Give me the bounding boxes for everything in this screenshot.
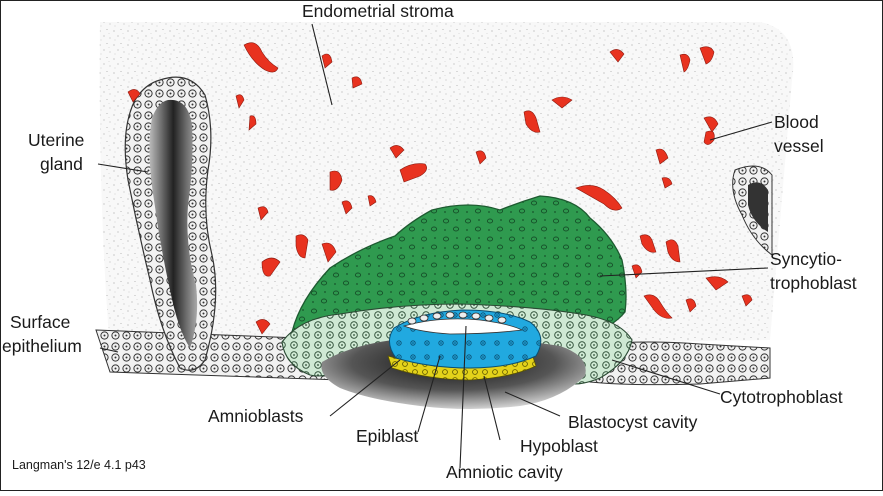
citation: Langman's 12/e 4.1 p43 [12,458,146,472]
label-blastocyst-cavity: Blastocyst cavity [568,412,698,432]
label-amnioblasts: Amnioblasts [208,406,304,426]
label-endometrial-stroma: Endometrial stroma [302,1,454,21]
label-uterine-gland-2: gland [40,154,83,174]
label-surface-epithelium-1: Surface [10,312,70,332]
label-blood-vessel-1: Blood [774,112,819,132]
leader-lines [97,23,773,469]
label-syncytiotrophoblast-1: Syncytio- [770,249,842,269]
blood-vessels [127,42,753,335]
label-surface-epithelium-2: epithelium [2,336,82,356]
label-epiblast: Epiblast [356,426,418,446]
uterine-gland-right [732,165,773,257]
label-cytotrophoblast: Cytotrophoblast [720,387,843,407]
label-hypoblast: Hypoblast [520,436,598,456]
uterine-gland [124,76,217,371]
label-amniotic-cavity: Amniotic cavity [446,462,563,482]
amniotic-cavity [402,318,524,335]
label-blood-vessel-2: vessel [774,136,824,156]
label-syncytiotrophoblast-2: trophoblast [770,273,857,293]
label-uterine-gland-1: Uterine [28,130,84,150]
amnioblasts [407,311,507,325]
